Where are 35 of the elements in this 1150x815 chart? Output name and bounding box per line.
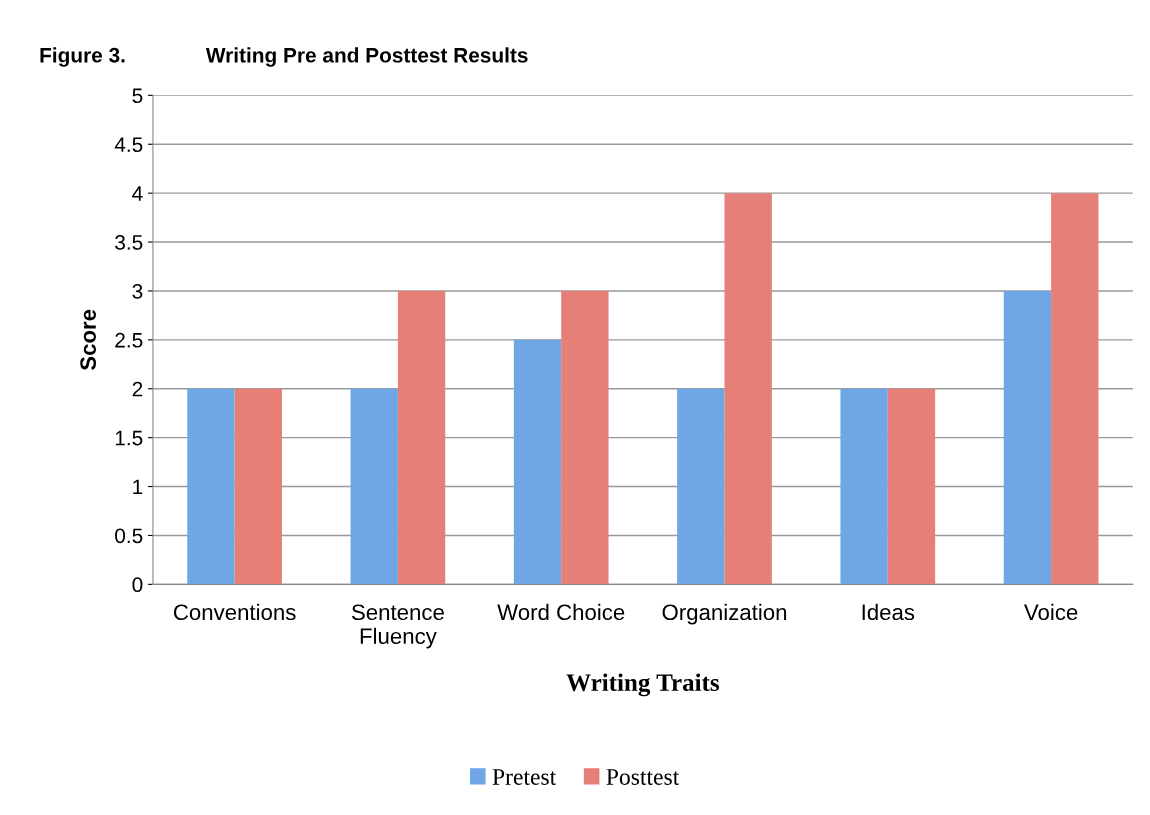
bar <box>1003 290 1052 585</box>
y-tick-label: 2.5 <box>115 332 143 348</box>
y-tick-label: 5 <box>132 88 143 104</box>
legend-label: Posttest <box>606 769 680 785</box>
bar <box>234 388 282 585</box>
bar <box>561 290 609 585</box>
bar <box>677 388 725 585</box>
y-tick-label: 1.5 <box>115 430 143 446</box>
x-tick-label: Sentence Fluency <box>351 604 444 649</box>
y-tick-label: 2 <box>132 381 143 397</box>
bar <box>840 388 888 585</box>
y-tick-label: 1 <box>133 479 143 495</box>
x-tick-label: Organization <box>662 603 787 625</box>
bar <box>724 193 772 585</box>
y-tick-label: 0.5 <box>115 528 143 544</box>
y-tick-label: 3.5 <box>115 235 143 250</box>
y-tick-label: 4.5 <box>114 137 143 153</box>
y-tick-label: 3 <box>132 283 143 299</box>
chart-title: Figure 3. <box>40 47 125 67</box>
bar <box>513 339 562 585</box>
x-tick-label: Word Choice <box>497 603 625 621</box>
y-tick-label: 0 <box>132 577 143 593</box>
chart-subtitle: Writing Pre and Posttest Results <box>205 47 528 67</box>
x-tick-label: Conventions <box>173 603 296 621</box>
y-tick-label: 4 <box>132 186 143 201</box>
x-tick-label: Ideas <box>862 603 915 621</box>
x-tick-label: Voice <box>1024 603 1078 621</box>
bar <box>887 388 936 585</box>
y-axis-title: Score <box>80 309 96 371</box>
bar <box>187 388 235 585</box>
x-axis-title: Writing Traits <box>566 673 719 697</box>
bar <box>397 290 446 585</box>
legend-label: Pretest <box>492 769 557 785</box>
bar <box>1051 193 1099 585</box>
bar <box>350 388 398 585</box>
